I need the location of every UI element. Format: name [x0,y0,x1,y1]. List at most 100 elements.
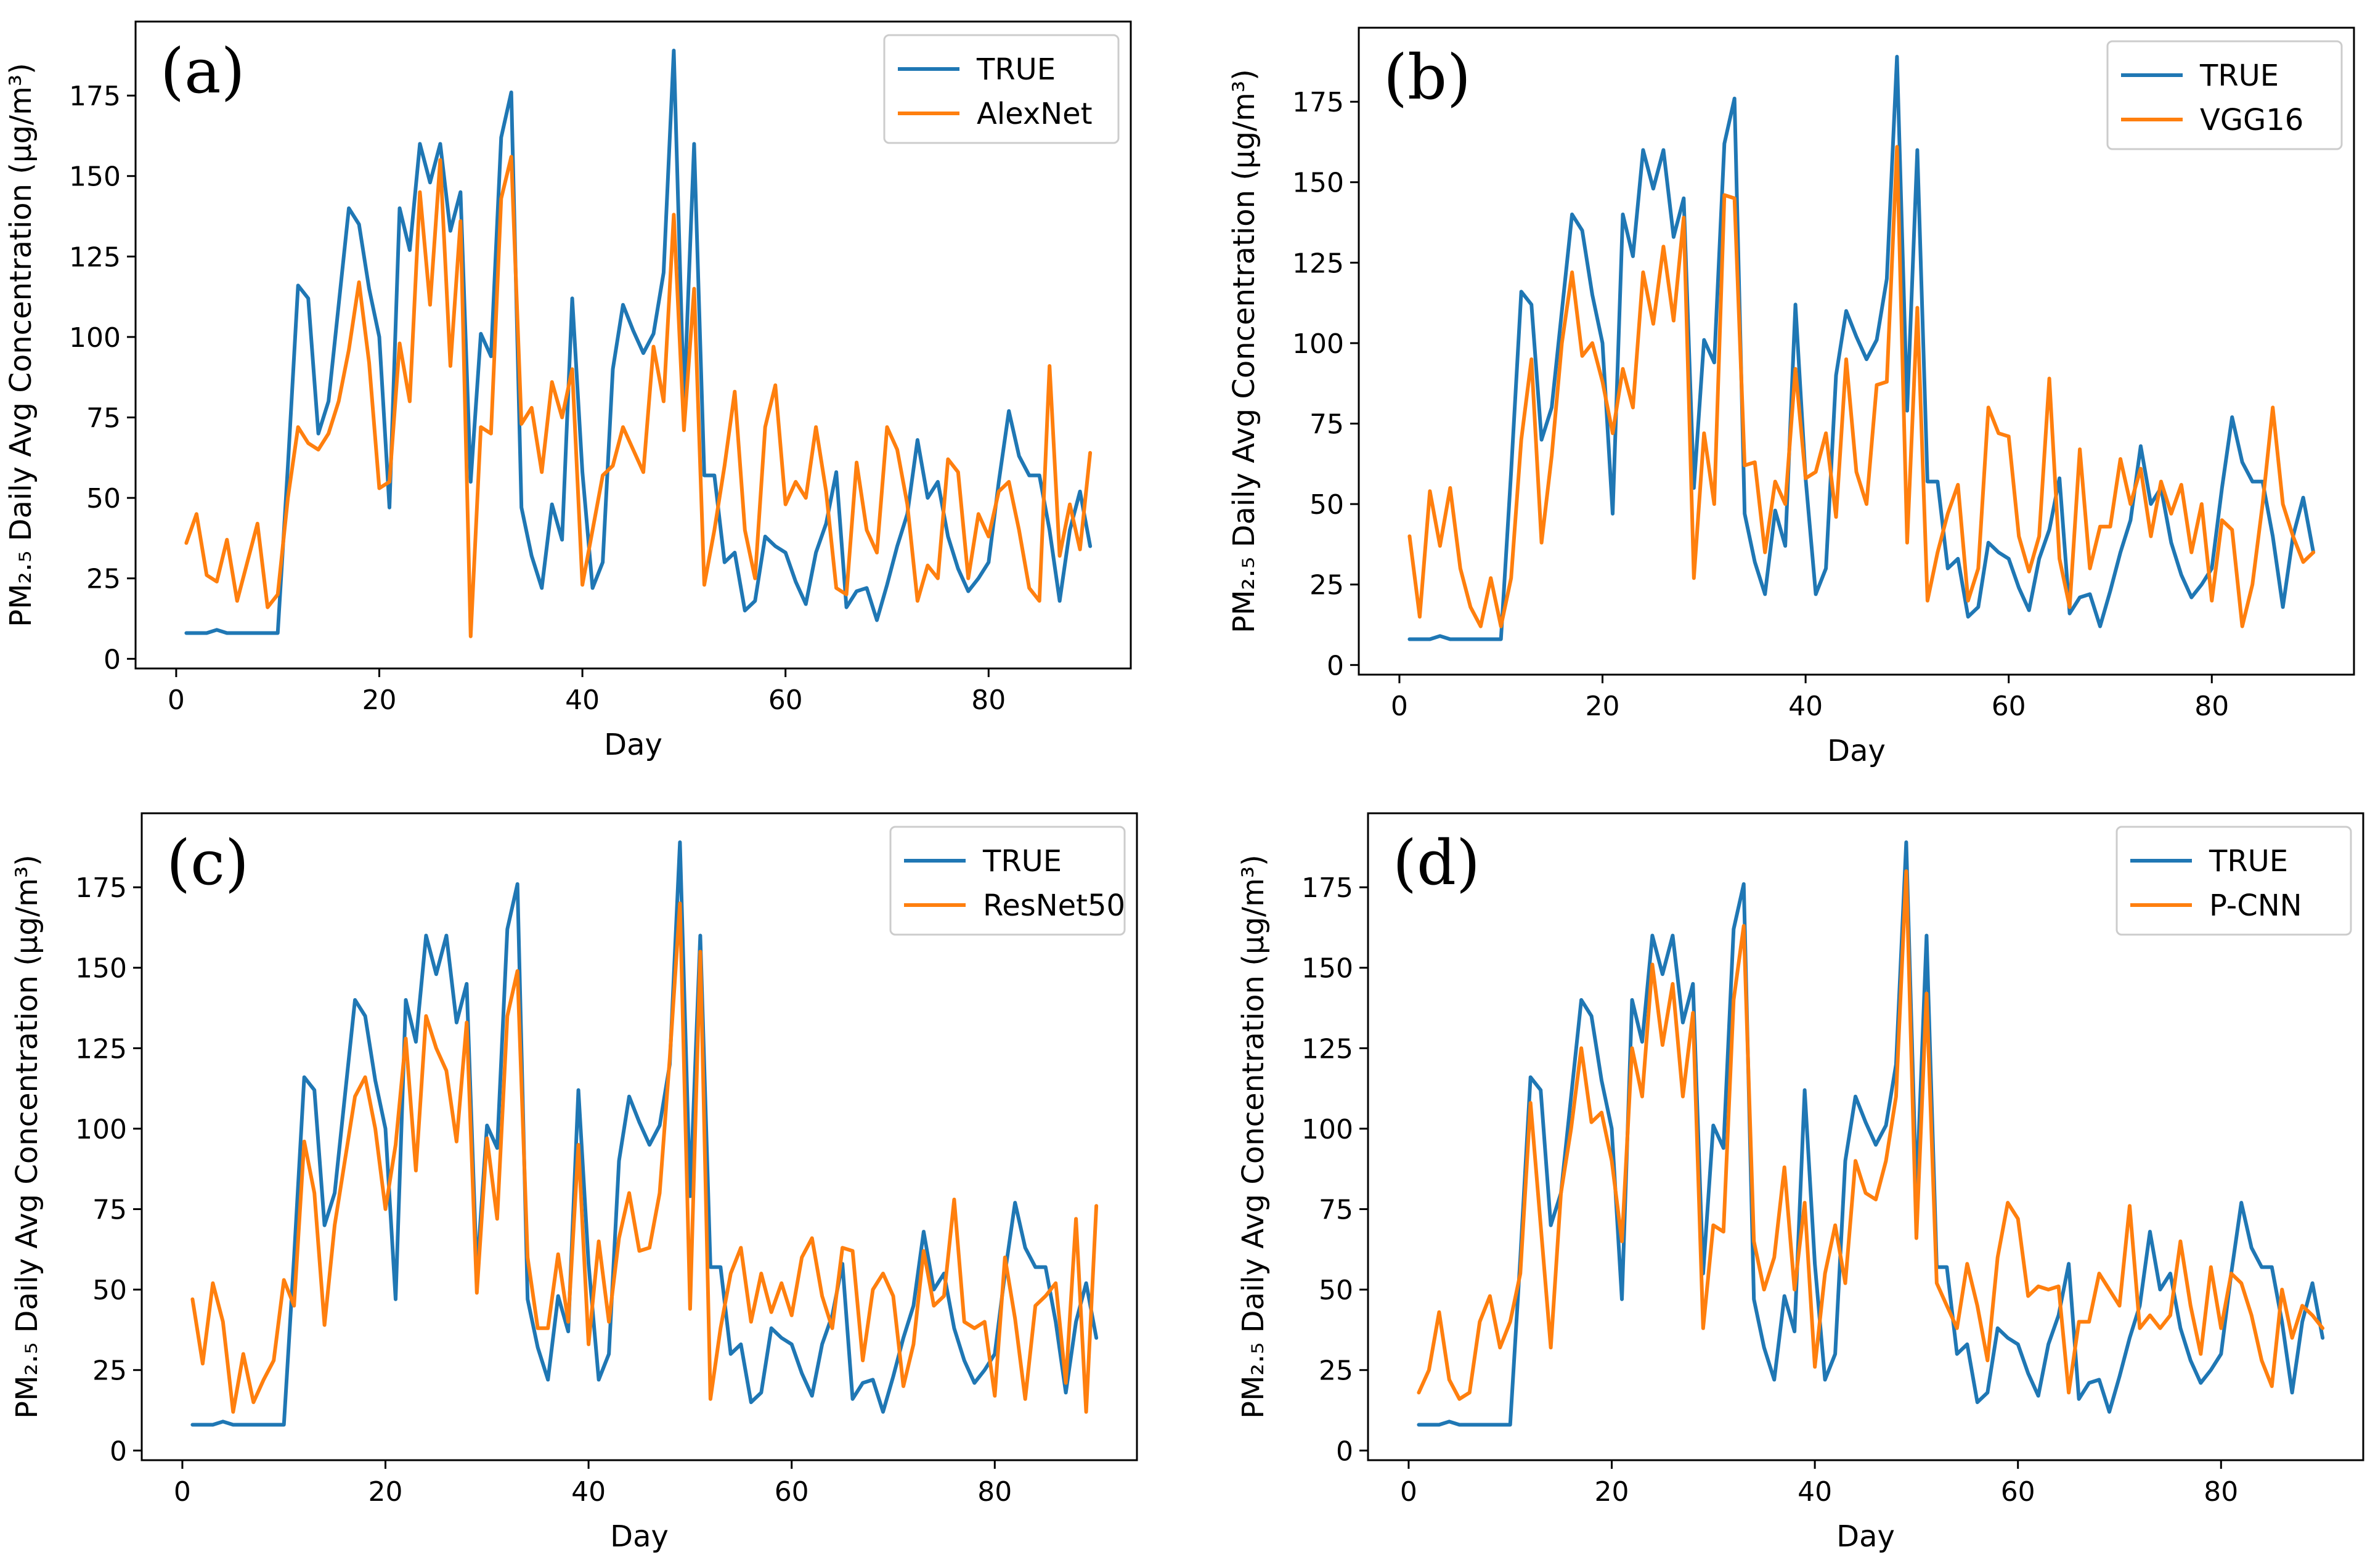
x-tick-label: 80 [971,684,1006,716]
y-tick-label: 175 [69,81,121,112]
legend-box [2106,40,2343,150]
chart-panel: 0 20 40 60 80 0 25 50 75 100 125 150 175 Day PM₂.₅ Dai… [10,812,1138,1554]
legend: TRUE ResNet50 [889,826,1126,936]
legend-label: AlexNet [977,97,1093,131]
legend-label: TRUE [2209,844,2288,879]
y-axis-label: PM₂.₅ Daily Avg Concentration (μg/m³) [10,855,44,1419]
x-tick-label: 60 [2001,1476,2035,1508]
y-axis-label: PM₂.₅ Daily Avg Concentration (μg/m³) [1227,69,1261,633]
x-tick-label: 0 [168,684,185,716]
y-tick-label: 125 [69,242,121,273]
y-tick-label: 0 [104,644,121,675]
panel-label: (a) [160,35,245,107]
chart-panel: 0 20 40 60 80 0 25 50 75 100 125 150 175 Day PM₂.₅ Dai… [1236,812,2364,1554]
x-tick-label: 60 [775,1476,809,1508]
series-line-vgg16 [1407,145,2316,628]
x-tick-label: 60 [768,684,803,716]
y-tick-label: 75 [86,403,121,434]
y-tick-label: 100 [1301,1114,1353,1145]
x-tick-label: 80 [2194,691,2229,722]
x-tick-label: 0 [1400,1476,1417,1508]
axes-frame [134,20,1132,670]
chart-panel: 0 20 40 60 80 0 25 50 75 100 125 150 175 Day PM₂.₅ Dai… [1227,26,2355,768]
x-tick-label: 20 [1586,691,1620,722]
y-tick-label: 75 [1319,1195,1353,1226]
y-tick-label: 25 [1309,570,1344,601]
x-tick-label: 40 [1798,1476,1832,1508]
panel-label: (c) [166,827,249,899]
y-tick-label: 175 [1301,872,1353,904]
legend-label: ResNet50 [983,888,1125,923]
legend-box [2115,826,2352,936]
axes-frame [140,812,1138,1461]
y-tick-label: 25 [92,1355,127,1387]
plot-area [1417,840,2325,1427]
y-tick-label: 175 [75,872,127,904]
y-tick-label: 75 [1309,409,1344,441]
legend-label: P-CNN [2209,888,2302,923]
y-tick-label: 50 [1319,1275,1353,1306]
x-tick-label: 80 [2204,1476,2238,1508]
x-tick-label: 40 [1788,691,1823,722]
x-tick-label: 40 [571,1476,606,1508]
legend-label: TRUE [976,52,1056,87]
legend-label: TRUE [2199,59,2279,93]
y-tick-label: 0 [1336,1436,1353,1467]
x-axis-label: Day [1827,734,1886,768]
y-tick-label: 25 [86,564,121,595]
y-tick-label: 125 [75,1033,127,1065]
y-tick-label: 100 [1292,328,1344,360]
x-tick-label: 20 [1595,1476,1629,1508]
series-line-true [184,49,1093,635]
legend-box [883,34,1120,144]
y-axis-label: PM₂.₅ Daily Avg Concentration (μg/m³) [4,63,38,627]
y-tick-label: 100 [69,322,121,354]
y-tick-label: 50 [92,1275,127,1306]
legend-label: TRUE [982,844,1062,879]
y-tick-label: 25 [1319,1355,1353,1387]
series-line-p-cnn [1417,869,2325,1401]
series-line-true [1417,840,2325,1427]
x-axis-label: Day [604,728,662,762]
y-tick-label: 150 [75,953,127,985]
legend: TRUE P-CNN [2115,826,2352,936]
panel-label: (b) [1383,41,1471,113]
y-tick-label: 150 [69,161,121,193]
legend-box [889,826,1126,936]
x-axis-label: Day [1836,1519,1895,1554]
x-tick-label: 0 [1391,691,1408,722]
panel-label: (d) [1393,827,1480,899]
series-line-resnet50 [190,901,1099,1414]
y-tick-label: 100 [75,1114,127,1145]
y-axis-label: PM₂.₅ Daily Avg Concentration (μg/m³) [1236,855,1271,1419]
x-tick-label: 60 [1992,691,2026,722]
y-tick-label: 175 [1292,87,1344,118]
y-tick-label: 125 [1292,248,1344,279]
x-tick-label: 80 [977,1476,1012,1508]
x-tick-label: 0 [174,1476,191,1508]
axes-frame [1358,26,2355,676]
y-tick-label: 75 [92,1195,127,1226]
legend: TRUE AlexNet [883,34,1120,144]
x-tick-label: 20 [362,684,397,716]
x-tick-label: 40 [565,684,600,716]
y-tick-label: 150 [1301,953,1353,985]
x-tick-label: 20 [369,1476,403,1508]
series-line-true [1407,55,2316,641]
y-tick-label: 150 [1292,168,1344,199]
y-tick-label: 50 [1309,489,1344,521]
plot-area [1407,55,2316,641]
y-tick-label: 50 [86,483,121,514]
y-tick-label: 125 [1301,1033,1353,1065]
y-tick-label: 0 [1327,650,1344,681]
y-tick-label: 0 [110,1436,127,1467]
axes-frame [1367,812,2364,1461]
x-axis-label: Day [610,1519,669,1554]
plot-area [190,840,1099,1427]
legend: TRUE VGG16 [2106,40,2343,150]
plot-area [184,49,1093,638]
legend-label: VGG16 [2200,103,2303,137]
chart-panel: 0 20 40 60 80 0 25 50 75 100 125 150 175 Day PM₂.₅ Dai… [4,20,1132,762]
series-line-alexnet [184,155,1093,638]
